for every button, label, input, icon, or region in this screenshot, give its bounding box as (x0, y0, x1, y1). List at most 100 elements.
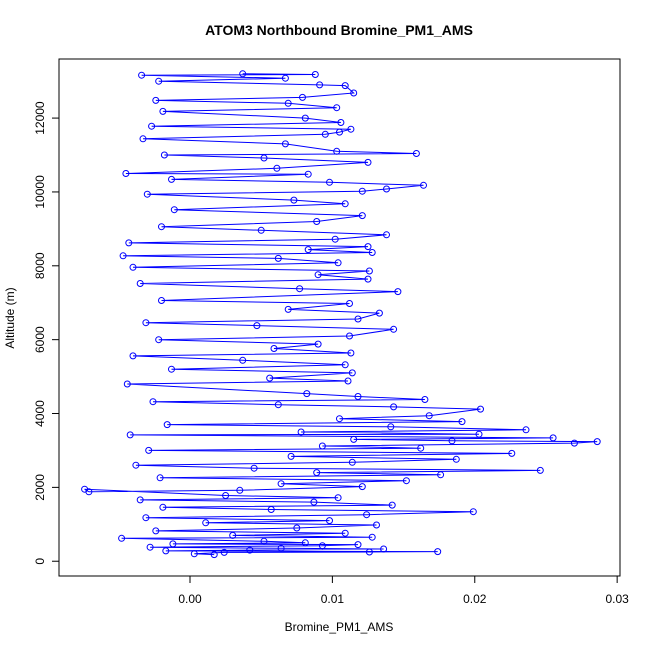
data-point (318, 542, 326, 550)
data-point (341, 529, 349, 537)
data-point (365, 267, 373, 275)
data-point (303, 390, 311, 398)
y-tick-label: 12000 (33, 101, 47, 135)
data-point (421, 396, 429, 403)
data-point (354, 393, 362, 400)
data-point (364, 243, 372, 251)
data-point (246, 546, 254, 554)
data-point (159, 503, 167, 511)
data-point (331, 235, 339, 243)
data-point (139, 135, 147, 143)
data-point (354, 315, 362, 323)
x-tick-label: 0.02 (463, 592, 487, 606)
data-point (358, 187, 366, 195)
data-point (138, 71, 146, 79)
data-point (202, 519, 210, 527)
data-point (341, 361, 349, 369)
data-point (425, 412, 433, 420)
data-point (304, 170, 312, 178)
data-point (341, 82, 349, 90)
data-point (508, 449, 516, 457)
data-point (118, 534, 126, 542)
data-point (274, 254, 282, 262)
data-point (448, 437, 456, 445)
data-layer (81, 70, 601, 559)
data-point (570, 439, 578, 447)
data-point (152, 527, 160, 535)
data-point (229, 531, 237, 539)
data-point (168, 365, 175, 373)
data-point (358, 483, 366, 491)
data-point (281, 140, 289, 148)
data-point (326, 517, 333, 525)
data-point (129, 352, 137, 360)
data-point (277, 480, 285, 488)
data-point (336, 128, 343, 136)
data-point (368, 249, 376, 256)
data-point (146, 543, 154, 551)
data-point (190, 550, 198, 558)
data-point (152, 96, 160, 104)
data-point (536, 466, 544, 474)
data-point (277, 544, 285, 552)
chart-title: ATOM3 Northbound Bromine_PM1_AMS (205, 22, 473, 38)
data-point (304, 246, 312, 254)
data-point (158, 223, 165, 231)
data-point (136, 280, 144, 287)
data-point (260, 154, 268, 162)
y-tick-label: 6000 (33, 326, 47, 353)
data-point (402, 477, 410, 485)
data-point (119, 252, 127, 260)
data-point (337, 119, 345, 126)
data-point (316, 81, 324, 89)
data-point (380, 545, 388, 553)
data-point (383, 185, 390, 193)
data-point (346, 332, 353, 340)
data-point (125, 239, 133, 247)
data-point (253, 322, 261, 330)
data-point (334, 494, 342, 502)
data-point (375, 309, 383, 317)
data-point (85, 488, 93, 496)
x-tick-label: 0.00 (178, 592, 202, 606)
data-point (437, 471, 445, 479)
y-tick-label: 10000 (33, 175, 47, 209)
data-point (390, 403, 398, 411)
data-point (274, 401, 282, 409)
data-point (477, 405, 484, 413)
data-point (168, 175, 175, 183)
data-point (394, 288, 402, 296)
x-axis-label: Bromine_PM1_AMS (285, 620, 394, 634)
data-point (420, 181, 427, 189)
data-point (469, 508, 477, 516)
data-point (155, 77, 163, 85)
data-point (311, 71, 319, 78)
data-point (388, 501, 396, 509)
data-point (301, 539, 309, 547)
data-point (132, 461, 140, 469)
data-point (347, 125, 355, 133)
data-point (350, 435, 358, 443)
x-axis: 0.00 0.01 0.02 0.03 (178, 575, 629, 606)
data-point (373, 521, 380, 529)
data-point (123, 380, 131, 388)
data-point (142, 514, 150, 522)
data-point (270, 345, 278, 352)
data-point (296, 285, 304, 293)
data-point (210, 551, 218, 559)
data-point (368, 533, 376, 541)
data-point (297, 428, 305, 436)
data-point (341, 200, 349, 208)
data-point (301, 114, 309, 122)
data-point (267, 506, 275, 513)
data-point (434, 548, 442, 556)
data-point (290, 196, 298, 204)
data-point (163, 421, 171, 429)
x-tick-label: 0.01 (321, 592, 345, 606)
y-axis: 0 2000 4000 6000 8000 10000 12000 (33, 101, 60, 565)
data-point (299, 93, 306, 101)
data-point (142, 319, 150, 327)
data-point (313, 218, 321, 225)
data-point (348, 458, 356, 466)
